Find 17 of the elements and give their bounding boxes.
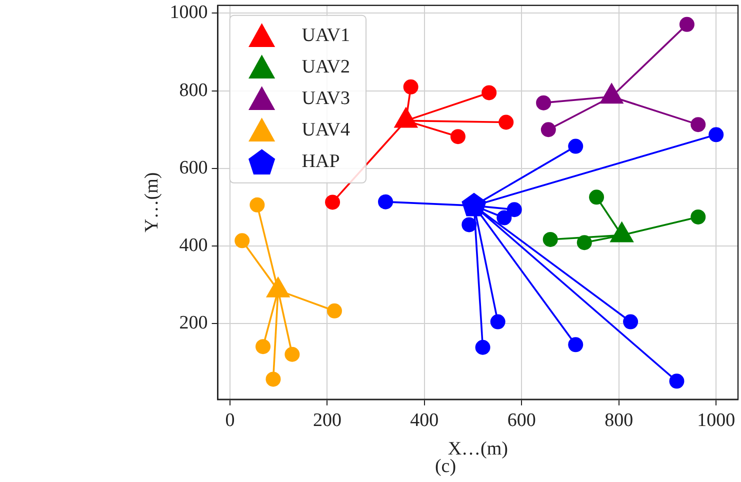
legend-label: UAV4 — [302, 120, 351, 141]
x-tick-label: 400 — [410, 410, 439, 431]
x-tick-label: 200 — [312, 410, 342, 431]
y-tick-label: 800 — [179, 80, 208, 101]
x-tick-label: 800 — [604, 410, 634, 431]
legend-label: UAV2 — [302, 56, 350, 78]
y-tick-label: 200 — [179, 312, 208, 334]
x-tick-label: 1000 — [697, 410, 736, 431]
y-tick-label: 400 — [179, 235, 208, 256]
legend-label: UAV3 — [302, 88, 350, 110]
x-tick-label: 600 — [507, 410, 536, 431]
y-tick-label: 1000 — [170, 2, 208, 24]
y-tick-label: 600 — [179, 157, 208, 178]
x-tick-label: 0 — [225, 410, 235, 431]
legend-label: UAV1 — [302, 25, 350, 46]
y-axis-title: Y…(m) — [141, 172, 162, 232]
legend-label: HAP — [302, 151, 340, 172]
